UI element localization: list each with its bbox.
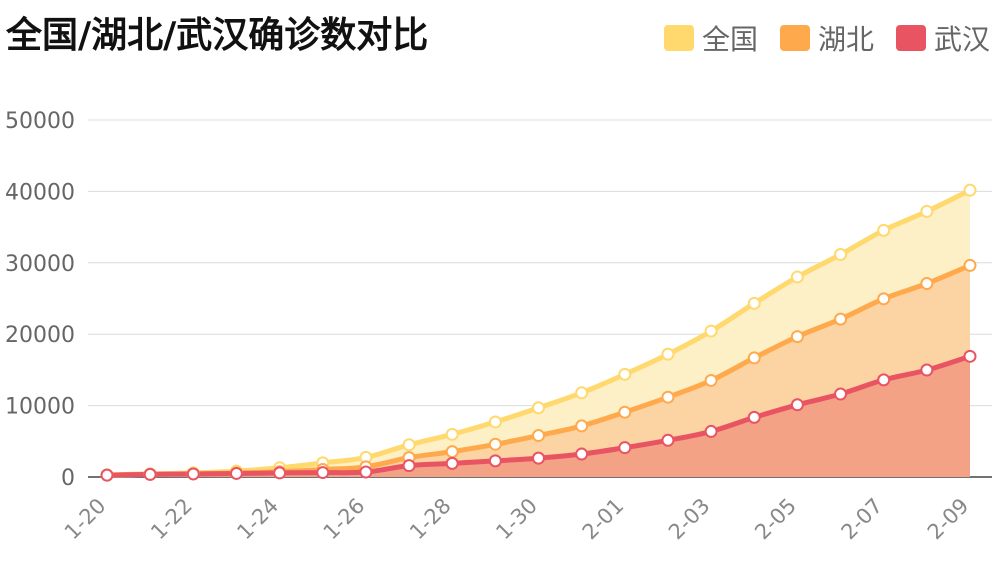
data-point-wuhan[interactable] xyxy=(834,387,848,401)
data-point-hubei[interactable] xyxy=(532,429,545,443)
data-point-wuhan[interactable] xyxy=(963,349,977,363)
data-point-national[interactable] xyxy=(445,427,459,441)
legend-item-wuhan[interactable]: 武汉 xyxy=(895,18,990,58)
data-point-hubei[interactable] xyxy=(445,445,459,459)
series-points xyxy=(100,183,977,482)
data-point-national[interactable] xyxy=(834,248,848,262)
x-tick-label: 2-09 xyxy=(923,494,974,545)
chart-legend: 全国 湖北 武汉 xyxy=(642,18,990,58)
legend-label-wuhan: 武汉 xyxy=(933,23,990,56)
data-point-hubei[interactable] xyxy=(747,351,761,365)
legend-label-hubei: 湖北 xyxy=(817,23,874,56)
data-point-hubei[interactable] xyxy=(963,258,977,272)
chart-title: 全国/湖北/武汉确诊数对比 xyxy=(6,15,429,56)
data-point-wuhan[interactable] xyxy=(618,441,632,455)
data-point-national[interactable] xyxy=(575,386,589,400)
x-tick-label: 1-26 xyxy=(319,494,370,545)
x-tick-label: 1-20 xyxy=(60,494,111,545)
legend-item-hubei[interactable]: 湖北 xyxy=(779,18,874,58)
data-point-national[interactable] xyxy=(747,296,761,310)
legend-swatch-national xyxy=(663,25,694,51)
data-point-hubei[interactable] xyxy=(877,292,891,306)
data-point-wuhan[interactable] xyxy=(273,466,287,480)
data-point-hubei[interactable] xyxy=(920,277,934,291)
data-point-wuhan[interactable] xyxy=(143,467,157,481)
x-tick-label: 1-28 xyxy=(405,494,456,545)
x-tick-label: 2-07 xyxy=(837,494,888,545)
data-point-wuhan[interactable] xyxy=(445,456,459,470)
data-point-national[interactable] xyxy=(661,347,675,361)
data-point-wuhan[interactable] xyxy=(877,373,891,387)
data-point-wuhan[interactable] xyxy=(488,454,502,468)
data-point-national[interactable] xyxy=(790,270,804,284)
data-point-hubei[interactable] xyxy=(488,437,502,451)
data-point-hubei[interactable] xyxy=(661,390,675,404)
x-tick-label: 1-22 xyxy=(146,494,197,545)
data-point-wuhan[interactable] xyxy=(575,447,589,461)
data-point-wuhan[interactable] xyxy=(186,467,200,481)
y-tick-label: 10000 xyxy=(5,395,75,420)
y-tick-label: 30000 xyxy=(5,252,75,277)
series-area-wuhan xyxy=(107,356,970,477)
data-point-wuhan[interactable] xyxy=(790,398,804,412)
y-tick-label: 40000 xyxy=(5,180,75,205)
y-axis: 0 10000 20000 30000 40000 50000 xyxy=(5,109,75,491)
data-point-wuhan[interactable] xyxy=(100,468,114,482)
data-point-hubei[interactable] xyxy=(618,405,632,419)
data-point-wuhan[interactable] xyxy=(704,424,718,438)
data-point-hubei[interactable] xyxy=(704,373,718,387)
data-point-wuhan[interactable] xyxy=(359,465,373,479)
data-point-wuhan[interactable] xyxy=(402,459,416,473)
data-point-national[interactable] xyxy=(532,401,545,415)
data-point-wuhan[interactable] xyxy=(920,363,934,377)
data-point-wuhan[interactable] xyxy=(747,410,761,424)
x-tick-label: 2-03 xyxy=(664,494,715,545)
data-point-national[interactable] xyxy=(963,183,977,197)
data-point-hubei[interactable] xyxy=(575,419,589,433)
data-point-hubei[interactable] xyxy=(790,330,804,344)
data-point-wuhan[interactable] xyxy=(316,466,330,480)
data-point-hubei[interactable] xyxy=(834,312,848,326)
legend-swatch-wuhan xyxy=(895,25,926,51)
legend-item-national[interactable]: 全国 xyxy=(663,18,758,58)
x-tick-label: 1-30 xyxy=(491,494,542,545)
legend-label-national: 全国 xyxy=(701,23,758,56)
data-point-national[interactable] xyxy=(877,223,891,237)
x-tick-label: 2-01 xyxy=(578,494,629,545)
data-point-wuhan[interactable] xyxy=(229,466,243,480)
y-tick-label: 50000 xyxy=(5,109,75,134)
data-point-wuhan[interactable] xyxy=(661,433,675,447)
y-tick-label: 0 xyxy=(61,466,75,491)
data-point-national[interactable] xyxy=(618,367,632,381)
x-axis: 1-20 1-22 1-24 1-26 1-28 1-30 2-01 2-03 2-05 2-07… xyxy=(60,494,974,545)
y-tick-label: 20000 xyxy=(5,323,75,348)
series-areas xyxy=(107,190,970,477)
legend-swatch-hubei xyxy=(779,25,810,51)
data-point-national[interactable] xyxy=(920,204,934,218)
data-point-national[interactable] xyxy=(488,415,502,429)
data-point-national[interactable] xyxy=(704,324,718,338)
data-point-national[interactable] xyxy=(402,438,416,452)
data-point-wuhan[interactable] xyxy=(532,451,545,465)
x-tick-label: 1-24 xyxy=(232,494,283,545)
x-tick-label: 2-05 xyxy=(750,494,801,545)
